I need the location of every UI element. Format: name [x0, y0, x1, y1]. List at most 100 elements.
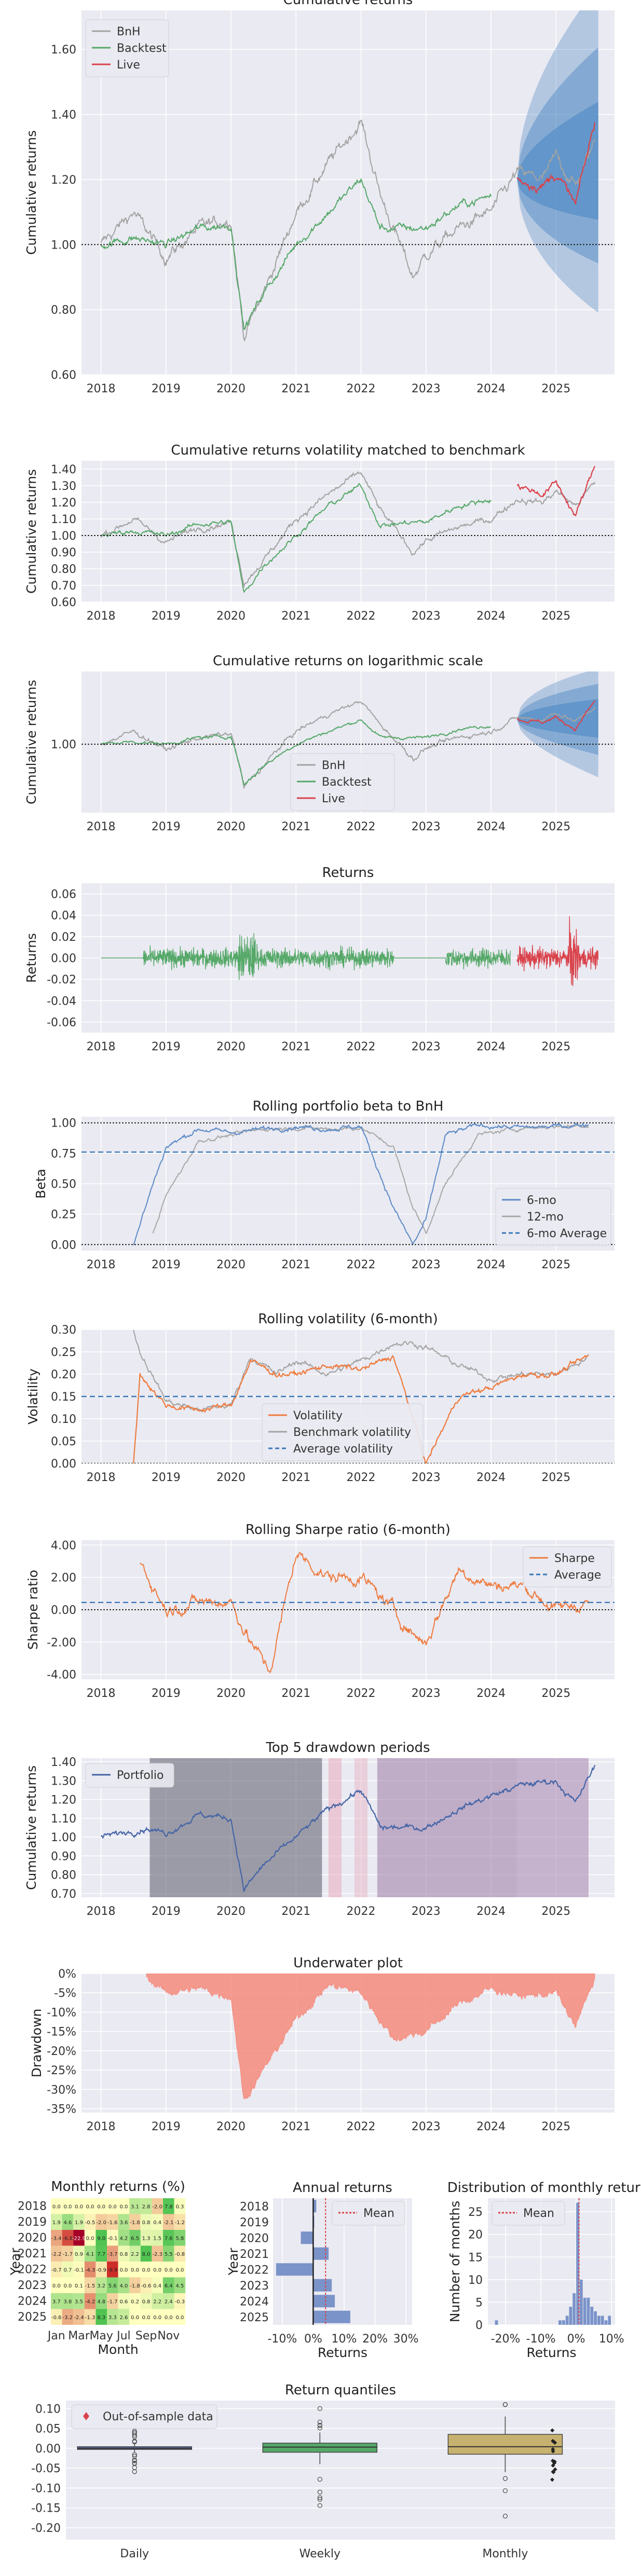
x-tick-label: 2018 [87, 1471, 116, 1484]
y-tick-label: 0.25 [51, 1346, 76, 1359]
heatmap-cell-value: -4.3 [85, 2267, 96, 2273]
heatmap-cell [51, 2230, 62, 2246]
y-tick-label: 0.90 [51, 546, 76, 559]
x-tick-label: 2022 [347, 1687, 376, 1700]
heatmap-cell-value: 0.1 [75, 2283, 83, 2289]
x-tick-label: 2020 [216, 382, 246, 395]
heatmap-cell [152, 2198, 163, 2214]
vol-matched-returns-chart-plot-area [81, 461, 615, 602]
x-tick-label: 2023 [412, 610, 441, 623]
x-tick-label: 2022 [347, 820, 376, 833]
heatmap-cell [51, 2262, 62, 2278]
heatmap-cell-value: -0.1 [107, 2236, 118, 2241]
x-tick-label: 2019 [152, 1687, 181, 1700]
heatmap-cell [51, 2245, 62, 2262]
x-tick-label: Weekly [299, 2547, 340, 2560]
x-tick-label: 2023 [412, 1905, 441, 1918]
drawdown-period-band [377, 1758, 517, 1897]
y-axis-label: Cumulative returns [24, 680, 39, 804]
y-tick-label: 0.80 [51, 563, 76, 576]
series-live-line [516, 465, 596, 517]
histogram-bar [495, 2320, 498, 2325]
x-tick-label: 2018 [87, 2120, 116, 2133]
heatmap-cell-value: -6.8 [63, 2236, 73, 2241]
legend-label: Sharpe [554, 1552, 595, 1565]
heatmap-cell [163, 2293, 174, 2309]
y-tick-label: 0.25 [51, 1209, 76, 1222]
y-tick-label: 0.50 [51, 1178, 76, 1191]
series-backtest-line [100, 178, 492, 330]
box-body [262, 2443, 378, 2453]
heatmap-cell [107, 2198, 118, 2214]
panel-title: Underwater plot [293, 1955, 403, 1971]
series-portfolio [100, 1764, 596, 1892]
heatmap-cell-value: -0.8 [175, 2252, 185, 2257]
y-tick-label: 0.05 [51, 1435, 76, 1448]
heatmap-cell-value: 0.0 [108, 2204, 117, 2210]
heatmap-cell [107, 2230, 118, 2246]
heatmap-cell-value: 2.4 [165, 2299, 173, 2305]
heatmap-cell [140, 2214, 152, 2230]
heatmap-cell-value: 3.3 [108, 2315, 117, 2321]
series-beta-6mo [133, 1122, 589, 1245]
x-tick-label: 2023 [412, 1040, 441, 1053]
vol-matched-returns-chart-marks [81, 465, 615, 593]
underwater-chart-marks [146, 1974, 595, 2100]
heatmap-cell-value: -1.6 [107, 2220, 118, 2226]
y-tick-label: 0% [58, 1968, 76, 1981]
rolling-volatility-chart: 2018 2019 2020 2021 2022 2023 2024 2025 0.00 0.05… [25, 1311, 615, 1484]
rolling-sharpe-chart-marks [81, 1552, 615, 1674]
heatmap-cell [129, 2293, 141, 2309]
heatmap-cell [62, 2293, 74, 2309]
series-volatility [133, 1354, 589, 1463]
y-tick-label: -35% [47, 2103, 76, 2116]
drawdown-periods-chart: 2018 2019 2020 2021 2022 2023 2024 2025 0.70 0.80… [24, 1740, 615, 1918]
y-axis-label: Cumulative returns [24, 469, 39, 594]
x-tick-label: 2025 [541, 610, 570, 623]
y-tick-label: 0.00 [51, 1239, 76, 1252]
legend-label: 12-mo [527, 1211, 564, 1224]
x-tick-label: 2025 [541, 1905, 570, 1918]
histogram-bar [583, 2297, 587, 2325]
drawdown-period-band [354, 1758, 368, 1897]
heatmap-cell [84, 2262, 96, 2278]
heatmap-cell [174, 2245, 186, 2262]
heatmap-cell [118, 2214, 130, 2230]
y-tick-label: -15% [47, 2026, 76, 2039]
heatmap-cell-value: 0.8 [142, 2299, 151, 2305]
y-tick-label: 1.20 [51, 1794, 76, 1807]
x-tick-label: 2020 [216, 1258, 246, 1271]
box-outlier [317, 2419, 322, 2425]
legend-label: Average [554, 1569, 601, 1582]
series-live-line [516, 122, 596, 205]
y-tick-label: 0.70 [51, 580, 76, 593]
box-outlier [502, 2476, 508, 2481]
y-tick-label: 2.00 [51, 1572, 76, 1585]
heatmap-cell-value: 0.0 [142, 2267, 151, 2273]
vol-matched-returns-chart: 2018 2019 2020 2021 2022 2023 2024 2025 0.60 0.70… [24, 443, 615, 623]
heatmap-cell [174, 2309, 186, 2325]
heatmap-cell-value: 1.9 [75, 2220, 83, 2226]
legend: Mean [332, 2201, 405, 2226]
x-tick-label: 2022 [347, 382, 376, 395]
heatmap-cell [96, 2277, 107, 2293]
x-tick-label: 2020 [216, 2120, 246, 2133]
heatmap-cell [96, 2293, 107, 2309]
heatmap-cell [118, 2277, 130, 2293]
heatmap-cell [152, 2245, 163, 2262]
heatmap-cell [118, 2309, 130, 2325]
heatmap-cell [73, 2214, 85, 2230]
heatmap-cell-value: 5.8 [175, 2236, 184, 2241]
annual-returns-chart-marks [276, 2198, 350, 2325]
heatmap-cell [152, 2293, 163, 2309]
legend-frame [71, 2404, 217, 2429]
annual-return-bar [276, 2263, 313, 2276]
heatmap-cell-value: 4.1 [86, 2252, 94, 2257]
heatmap-cell-value: 1.3 [142, 2236, 151, 2241]
x-tick-label: 2022 [347, 1258, 376, 1271]
y-tick-label: 25 [468, 2206, 483, 2219]
heatmap-cell-value: 1.5 [153, 2236, 161, 2241]
box-outlier [502, 2513, 508, 2519]
y-tick-label: 2023 [240, 2280, 269, 2293]
annual-return-bar [313, 2247, 329, 2260]
